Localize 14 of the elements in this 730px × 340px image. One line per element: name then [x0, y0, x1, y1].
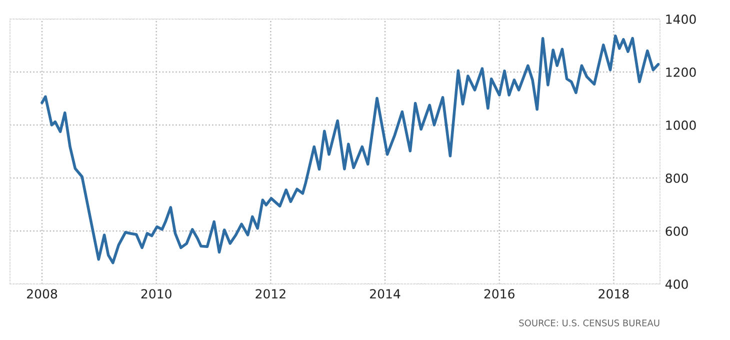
y-tick-label: 1200 — [666, 67, 696, 77]
y-tick-label: 1400 — [666, 14, 696, 24]
y-tick-label: 600 — [666, 226, 688, 236]
y-tick-label: 1000 — [666, 120, 696, 130]
x-tick-label: 2008 — [27, 289, 58, 299]
source-note: SOURCE: U.S. CENSUS BUREAU — [519, 320, 660, 326]
y-tick-label: 800 — [666, 173, 688, 183]
x-tick-label: 2016 — [484, 289, 514, 299]
x-tick-label: 2018 — [598, 289, 629, 299]
x-tick-label: 2012 — [256, 289, 286, 299]
y-tick-label: 400 — [665, 279, 688, 289]
x-tick-label: 2010 — [141, 289, 172, 299]
x-tick-label: 2014 — [370, 289, 400, 299]
line-series — [40, 34, 660, 264]
